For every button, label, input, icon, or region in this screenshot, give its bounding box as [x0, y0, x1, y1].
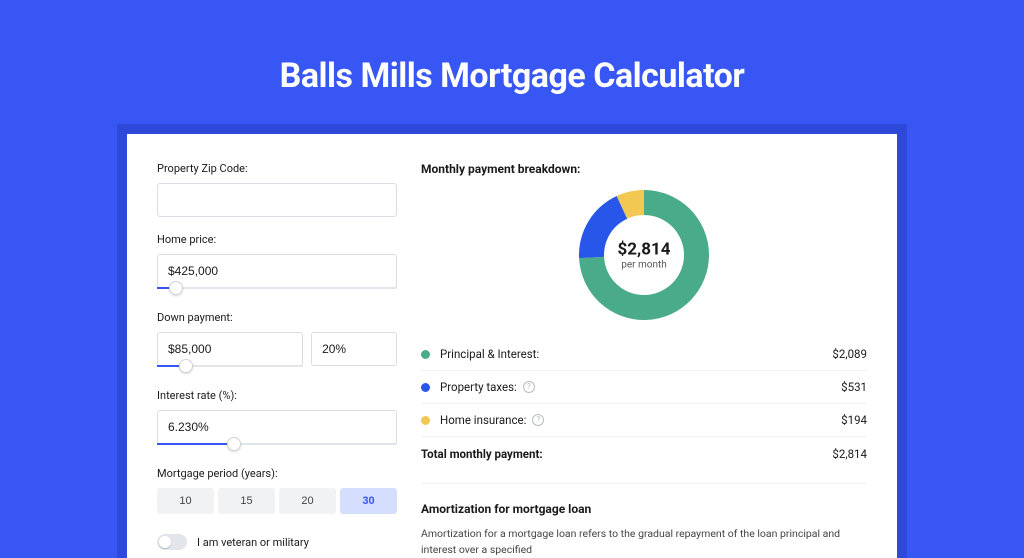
interest-rate-input[interactable] [157, 410, 397, 444]
help-icon[interactable]: ? [523, 381, 535, 393]
legend-value: $194 [841, 413, 867, 427]
toggle-knob [159, 536, 171, 548]
legend-label-text: Property taxes: [440, 380, 517, 394]
down-payment-percent-input[interactable] [311, 332, 397, 366]
amortization-section: Amortization for mortgage loan Amortizat… [421, 483, 867, 558]
veteran-toggle[interactable] [157, 534, 187, 550]
total-row: Total monthly payment: $2,814 [421, 436, 867, 477]
zip-input[interactable] [157, 183, 397, 217]
legend-dot [421, 350, 430, 359]
slider-handle[interactable] [227, 437, 241, 451]
card-backdrop: Property Zip Code: Home price: Down paym… [117, 124, 907, 558]
interest-rate-field: Interest rate (%): [157, 389, 397, 451]
donut-chart: $2,814 per month [579, 190, 709, 320]
donut-chart-wrap: $2,814 per month [421, 190, 867, 320]
home-price-field: Home price: [157, 233, 397, 295]
amortization-text: Amortization for a mortgage loan refers … [421, 526, 867, 558]
legend-value: $2,089 [832, 347, 867, 361]
legend-label-text: Principal & Interest: [440, 347, 539, 361]
legend-list: Principal & Interest: $2,089 Property taxe… [421, 338, 867, 436]
home-price-slider[interactable] [157, 287, 397, 295]
total-value: $2,814 [832, 447, 867, 461]
legend-label-text: Home insurance: [440, 413, 526, 427]
period-buttons: 10152030 [157, 488, 397, 514]
breakdown-column: Monthly payment breakdown: $2,814 per mo… [421, 162, 867, 558]
legend-row: Home insurance:?$194 [421, 404, 867, 436]
home-price-label: Home price: [157, 233, 397, 246]
zip-label: Property Zip Code: [157, 162, 397, 175]
legend-label: Property taxes:? [440, 380, 841, 394]
interest-rate-label: Interest rate (%): [157, 389, 397, 402]
slider-handle[interactable] [169, 281, 183, 295]
page-root: Balls Mills Mortgage Calculator Property… [0, 0, 1024, 512]
calculator-card: Property Zip Code: Home price: Down paym… [127, 134, 897, 558]
down-payment-field: Down payment: [157, 311, 397, 373]
legend-dot [421, 416, 430, 425]
legend-label: Principal & Interest: [440, 347, 832, 361]
total-label: Total monthly payment: [421, 447, 832, 461]
legend-label: Home insurance:? [440, 413, 841, 427]
veteran-label: I am veteran or military [197, 536, 309, 549]
down-payment-slider[interactable] [157, 365, 303, 373]
period-btn-15[interactable]: 15 [218, 488, 275, 514]
legend-row: Principal & Interest: $2,089 [421, 338, 867, 371]
legend-dot [421, 383, 430, 392]
donut-sub: per month [604, 260, 684, 271]
form-column: Property Zip Code: Home price: Down paym… [157, 162, 397, 558]
period-btn-10[interactable]: 10 [157, 488, 214, 514]
interest-rate-slider[interactable] [157, 443, 397, 451]
home-price-input[interactable] [157, 254, 397, 288]
period-btn-30[interactable]: 30 [340, 488, 397, 514]
legend-row: Property taxes:?$531 [421, 371, 867, 404]
slider-handle[interactable] [179, 359, 193, 373]
down-payment-input[interactable] [157, 332, 303, 366]
period-btn-20[interactable]: 20 [279, 488, 336, 514]
breakdown-title: Monthly payment breakdown: [421, 162, 867, 176]
page-title: Balls Mills Mortgage Calculator [0, 56, 1024, 96]
down-payment-label: Down payment: [157, 311, 397, 324]
veteran-row: I am veteran or military [157, 534, 397, 550]
help-icon[interactable]: ? [532, 414, 544, 426]
legend-value: $531 [841, 380, 867, 394]
mortgage-period-field: Mortgage period (years): 10152030 [157, 467, 397, 514]
donut-amount: $2,814 [604, 240, 684, 260]
amortization-title: Amortization for mortgage loan [421, 502, 867, 516]
zip-field: Property Zip Code: [157, 162, 397, 217]
donut-center: $2,814 per month [604, 240, 684, 271]
slider-track [157, 287, 397, 289]
slider-fill [157, 443, 234, 445]
mortgage-period-label: Mortgage period (years): [157, 467, 397, 480]
